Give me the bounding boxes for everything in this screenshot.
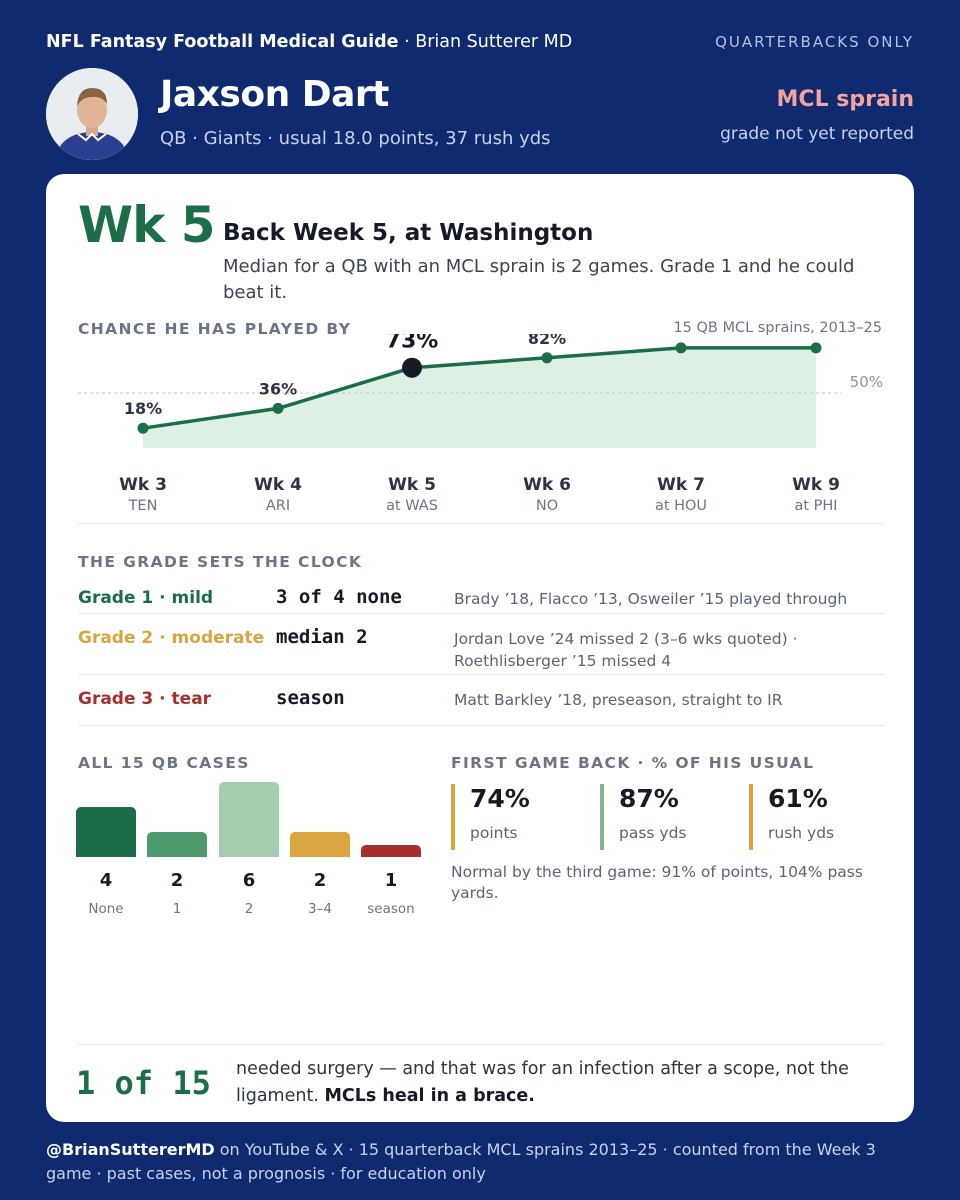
footer: @BrianSuttererMD on YouTube & X · 15 qua… — [46, 1138, 926, 1186]
divider — [78, 725, 884, 726]
player-subtitle: QB · Giants · usual 18.0 points, 37 rush… — [160, 128, 551, 149]
chance-point — [675, 342, 687, 354]
opponent-label: at WAS — [386, 498, 438, 514]
injury-status: grade not yet reported — [720, 124, 914, 144]
stat-pass-yds: 87% pass yds — [600, 784, 687, 850]
chance-point — [137, 422, 149, 434]
chance-point — [541, 352, 553, 364]
cases-bar-category: 2 — [244, 901, 254, 917]
grade-row-3: Grade 3 · tear season Matt Barkley ’18, … — [78, 687, 884, 715]
stat-value: 74% — [470, 784, 530, 813]
cases-bar — [290, 832, 350, 857]
grade-value: season — [276, 687, 345, 709]
divider — [78, 613, 884, 614]
cases-bar-count: 1 — [384, 870, 398, 891]
cases-bar-count: 6 — [242, 870, 256, 891]
surgery-text: needed surgery — and that was for an inf… — [236, 1056, 856, 1110]
grade-row-1: Grade 1 · mild 3 of 4 none Brady ’18, Fl… — [78, 586, 884, 614]
surgery-count: 1 of 15 — [76, 1064, 211, 1102]
top-bar: NFL Fantasy Football Medical Guide · Bri… — [46, 30, 914, 58]
main-card: Wk 5 Back Week 5, at Washington Median f… — [46, 174, 914, 1122]
reference-label: 50% — [850, 373, 883, 391]
week-label: Wk 3 — [119, 475, 167, 495]
divider — [78, 523, 884, 524]
grade-note: Jordan Love ’24 missed 2 (3–6 wks quoted… — [454, 630, 798, 670]
chance-chart-source: 15 QB MCL sprains, 2013–25 — [673, 320, 882, 336]
opponent-label: at PHI — [794, 498, 837, 514]
chance-point — [810, 342, 822, 354]
grade-value: 3 of 4 none — [276, 586, 402, 608]
week-label: Wk 6 — [523, 475, 571, 495]
week-label: Wk 9 — [792, 475, 840, 495]
surgery-detail: needed surgery — and that was for an inf… — [236, 1059, 849, 1106]
chance-point — [402, 357, 422, 378]
stat-value: 61% — [768, 784, 828, 813]
first-game-title: FIRST GAME BACK · % OF HIS USUAL — [451, 754, 815, 772]
chance-value-label: 91% — [662, 334, 700, 338]
stat-value: 87% — [619, 784, 679, 813]
chance-point — [272, 402, 284, 414]
chance-chart: 50% 18% Wk 3 TEN 36% Wk 4 ARI 73% Wk 5 at WAS 82% W… — [78, 334, 883, 514]
grade-row-2: Grade 2 · moderate median 2 Jordan Love … — [78, 626, 884, 674]
cases-bar-category: 1 — [172, 901, 182, 917]
cases-bar — [76, 807, 136, 857]
chance-value-label: 73% — [386, 334, 439, 354]
return-title: Back Week 5, at Washington — [223, 220, 594, 246]
footer-text: on YouTube & X · 15 quarterback MCL spra… — [46, 1140, 876, 1183]
opponent-label: NO — [536, 498, 558, 514]
guide-author: Brian Sutterer MD — [415, 32, 573, 52]
grades-title: THE GRADE SETS THE CLOCK — [78, 553, 363, 571]
cases-bar-category: 3–4 — [308, 901, 332, 917]
chance-line — [142, 346, 816, 430]
grade-name: Grade 3 · tear — [78, 689, 212, 709]
chance-value-label: 18% — [124, 399, 162, 418]
cases-bar-count: 2 — [170, 870, 184, 891]
scope-label: QUARTERBACKS ONLY — [715, 33, 914, 51]
opponent-label: ARI — [266, 498, 290, 514]
stat-points: 74% points — [451, 784, 530, 850]
grade-note: Matt Barkley ’18, preseason, straight to… — [454, 691, 783, 709]
cases-bar — [361, 844, 421, 857]
cases-bar — [219, 782, 279, 857]
chance-chart-title: CHANCE HE HAS PLAYED BY — [78, 320, 352, 338]
cases-bar-category: None — [88, 901, 124, 917]
stat-label: rush yds — [768, 824, 835, 842]
cases-chart-title: ALL 15 QB CASES — [78, 754, 250, 772]
return-week-big: Wk 5 — [78, 196, 216, 254]
opponent-label: TEN — [128, 498, 158, 514]
chance-area — [143, 347, 816, 448]
stat-rush-yds: 61% rush yds — [749, 784, 834, 850]
guide-name: NFL Fantasy Football Medical Guide — [46, 32, 399, 52]
opponent-label: at HOU — [655, 498, 707, 514]
first-game-note: Normal by the third game: 91% of points,… — [451, 863, 863, 902]
injury-label: MCL sprain — [776, 87, 914, 112]
cases-bar-count: 2 — [313, 870, 327, 891]
grade-name: Grade 2 · moderate — [78, 628, 265, 648]
chance-value-label: 82% — [528, 334, 566, 348]
cases-bar — [147, 832, 207, 857]
divider — [78, 674, 884, 675]
player-name: Jaxson Dart — [160, 74, 389, 115]
divider — [78, 1044, 884, 1045]
stat-label: pass yds — [619, 824, 687, 842]
cases-bar-count: 4 — [99, 870, 113, 891]
stat-label: points — [470, 824, 518, 842]
player-photo — [46, 68, 138, 160]
chance-value-label: 91% — [797, 334, 835, 338]
cases-bar-category: season — [367, 901, 415, 917]
footer-handle: @BrianSuttererMD — [46, 1140, 215, 1159]
week-label: Wk 5 — [388, 475, 436, 495]
surgery-emphasis: MCLs heal in a brace. — [324, 1086, 535, 1106]
grade-note: Brady ’18, Flacco ’13, Osweiler ’15 play… — [454, 590, 848, 608]
chance-value-label: 36% — [259, 379, 297, 398]
week-label: Wk 4 — [254, 475, 302, 495]
player-avatar — [46, 68, 138, 160]
guide-title: NFL Fantasy Football Medical Guide · Bri… — [46, 32, 573, 52]
grade-name: Grade 1 · mild — [78, 588, 214, 608]
grade-value: median 2 — [276, 626, 368, 648]
return-description: Median for a QB with an MCL sprain is 2 … — [223, 256, 855, 303]
week-label: Wk 7 — [657, 475, 705, 495]
